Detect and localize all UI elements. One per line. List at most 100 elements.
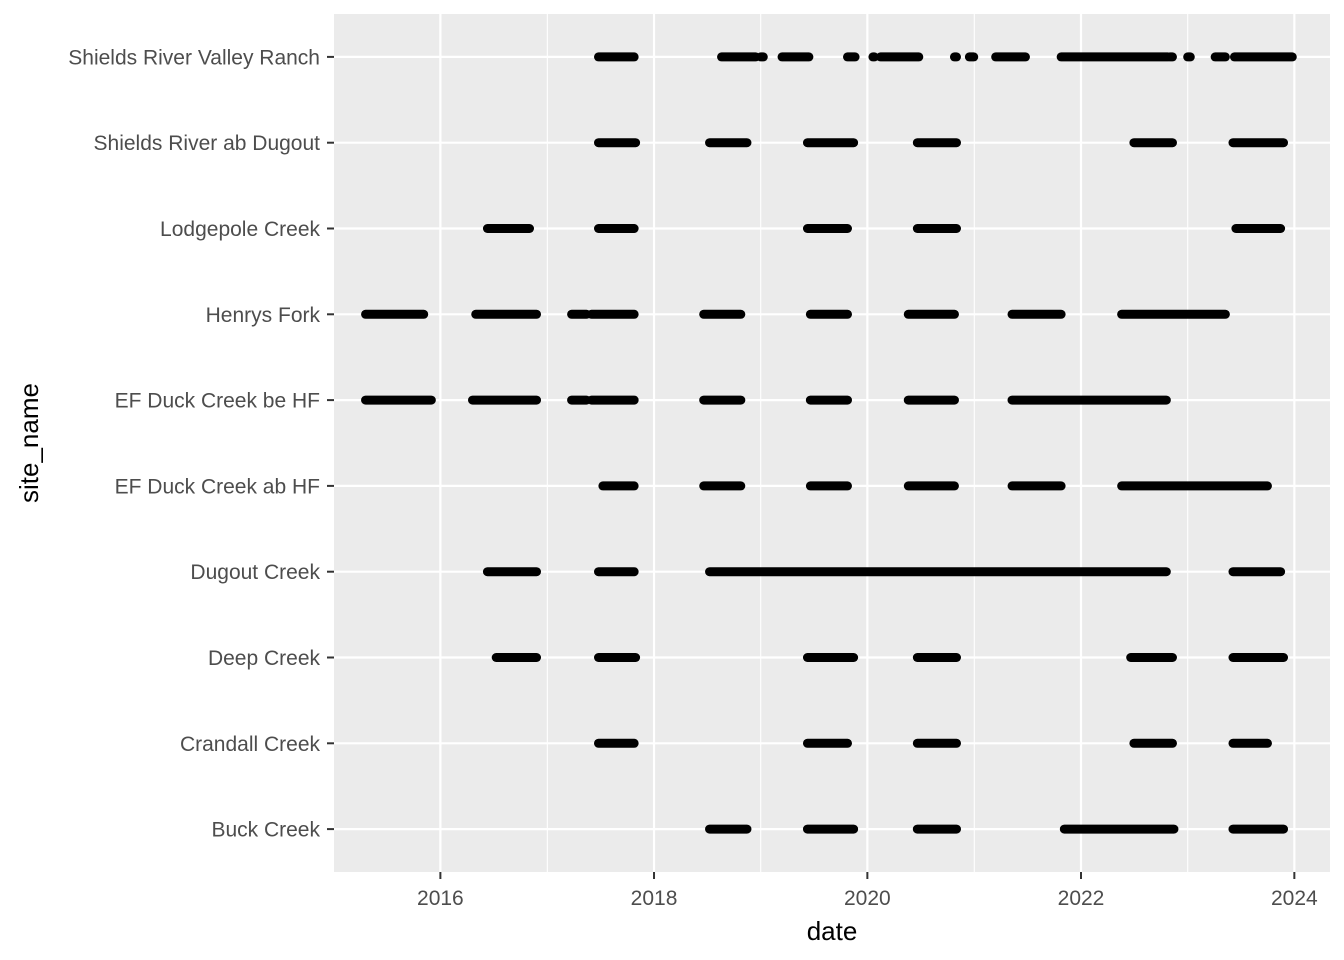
- data-point-run: [903, 395, 959, 405]
- data-point-run: [756, 52, 768, 62]
- data-point-run: [593, 138, 641, 148]
- x-tick-label: 2020: [844, 887, 891, 910]
- data-point-run: [1117, 481, 1272, 491]
- data-point-run: [705, 138, 752, 148]
- series-shields-river-ab-dugout: [593, 138, 1289, 148]
- x-tick-label: 2022: [1058, 887, 1105, 910]
- series-ef-duck-creek-be-hf: [361, 395, 1171, 405]
- data-point-run: [802, 653, 859, 662]
- data-point-run: [903, 481, 959, 491]
- data-point-run: [868, 52, 879, 62]
- data-point-run: [912, 653, 961, 662]
- y-axis-title: site_name: [14, 383, 44, 503]
- series-dugout-creek: [482, 567, 1286, 577]
- series-deep-creek: [491, 653, 1289, 662]
- x-axis: 2016 2018 2020 2022 2024: [417, 872, 1318, 910]
- series-ef-duck-creek-ab-hf: [598, 481, 1272, 491]
- x-tick-label: 2024: [1271, 887, 1318, 910]
- data-point-run: [1210, 52, 1230, 62]
- data-point-run: [593, 738, 639, 748]
- series-buck-creek: [705, 824, 1289, 834]
- data-point-run: [567, 395, 592, 405]
- data-point-run: [699, 309, 746, 319]
- data-point-run: [468, 395, 542, 405]
- data-point-run: [361, 309, 429, 319]
- data-point-run: [777, 52, 814, 62]
- data-point-run: [361, 395, 436, 405]
- data-point-run: [598, 481, 639, 491]
- data-point-run: [593, 653, 641, 662]
- series-henrys-fork: [361, 309, 1230, 319]
- data-point-run: [903, 309, 959, 319]
- data-point-run: [491, 653, 542, 662]
- data-point-run: [802, 224, 852, 233]
- data-point-run: [567, 309, 592, 319]
- data-point-run: [1229, 52, 1297, 62]
- data-point-run: [802, 738, 852, 748]
- data-point-run: [805, 309, 852, 319]
- y-tick-label: Henrys Fork: [206, 304, 321, 327]
- data-point-run: [1228, 738, 1272, 748]
- data-point-run: [912, 224, 961, 233]
- data-point-run: [717, 52, 761, 62]
- data-point-run: [1059, 824, 1179, 834]
- data-point-run: [1007, 395, 1171, 405]
- x-axis-title: date: [807, 916, 858, 946]
- data-point-run: [699, 481, 746, 491]
- data-point-run: [699, 395, 746, 405]
- x-tick-label: 2016: [417, 887, 464, 910]
- data-point-run: [1228, 567, 1286, 577]
- data-point-run: [1183, 52, 1195, 62]
- y-axis: Buck Creek Crandall Creek Deep Creek Dugout…: [68, 46, 334, 842]
- data-points: [361, 52, 1297, 834]
- y-tick-label: Deep Creek: [208, 647, 321, 670]
- data-point-run: [593, 52, 639, 62]
- series-shields-river-valley-ranch: [593, 52, 1297, 62]
- y-tick-label: Dugout Creek: [190, 561, 320, 584]
- data-point-run: [1231, 224, 1286, 233]
- data-point-run: [1126, 653, 1177, 662]
- data-point-run: [1228, 824, 1289, 834]
- data-point-run: [912, 824, 961, 834]
- data-point-run: [482, 224, 535, 233]
- data-point-run: [1129, 138, 1177, 148]
- data-point-run: [1228, 138, 1289, 148]
- data-point-run: [912, 138, 961, 148]
- data-point-run: [586, 395, 639, 405]
- series-lodgepole-creek: [482, 224, 1286, 233]
- data-point-run: [705, 824, 752, 834]
- y-tick-label: EF Duck Creek be HF: [115, 390, 320, 413]
- data-point-run: [991, 52, 1030, 62]
- data-point-run: [1117, 309, 1230, 319]
- y-tick-label: EF Duck Creek ab HF: [115, 475, 320, 498]
- data-point-run: [949, 52, 961, 62]
- y-tick-label: Crandall Creek: [180, 733, 321, 756]
- panel-background: [334, 14, 1330, 872]
- y-tick-label: Shields River ab Dugout: [94, 132, 321, 155]
- data-point-run: [593, 567, 639, 577]
- data-point-run: [1165, 52, 1177, 62]
- data-point-run: [593, 224, 639, 233]
- data-point-run: [471, 309, 542, 319]
- x-tick-label: 2018: [631, 887, 678, 910]
- data-point-run: [802, 824, 859, 834]
- data-point-run: [1129, 738, 1177, 748]
- data-point-run: [805, 481, 852, 491]
- y-tick-label: Shields River Valley Ranch: [68, 46, 320, 69]
- data-point-run: [842, 52, 860, 62]
- data-point-run: [482, 567, 542, 577]
- data-point-run: [1056, 52, 1173, 62]
- data-point-run: [705, 567, 1171, 577]
- y-tick-label: Buck Creek: [211, 819, 320, 842]
- series-crandall-creek: [593, 738, 1272, 748]
- data-point-run: [1007, 481, 1066, 491]
- data-point-run: [912, 738, 961, 748]
- data-point-run: [586, 309, 639, 319]
- data-point-run: [964, 52, 979, 62]
- data-point-run: [876, 52, 924, 62]
- y-tick-label: Lodgepole Creek: [160, 218, 320, 241]
- data-point-run: [805, 395, 852, 405]
- data-point-run: [1228, 653, 1289, 662]
- data-point-run: [1007, 309, 1066, 319]
